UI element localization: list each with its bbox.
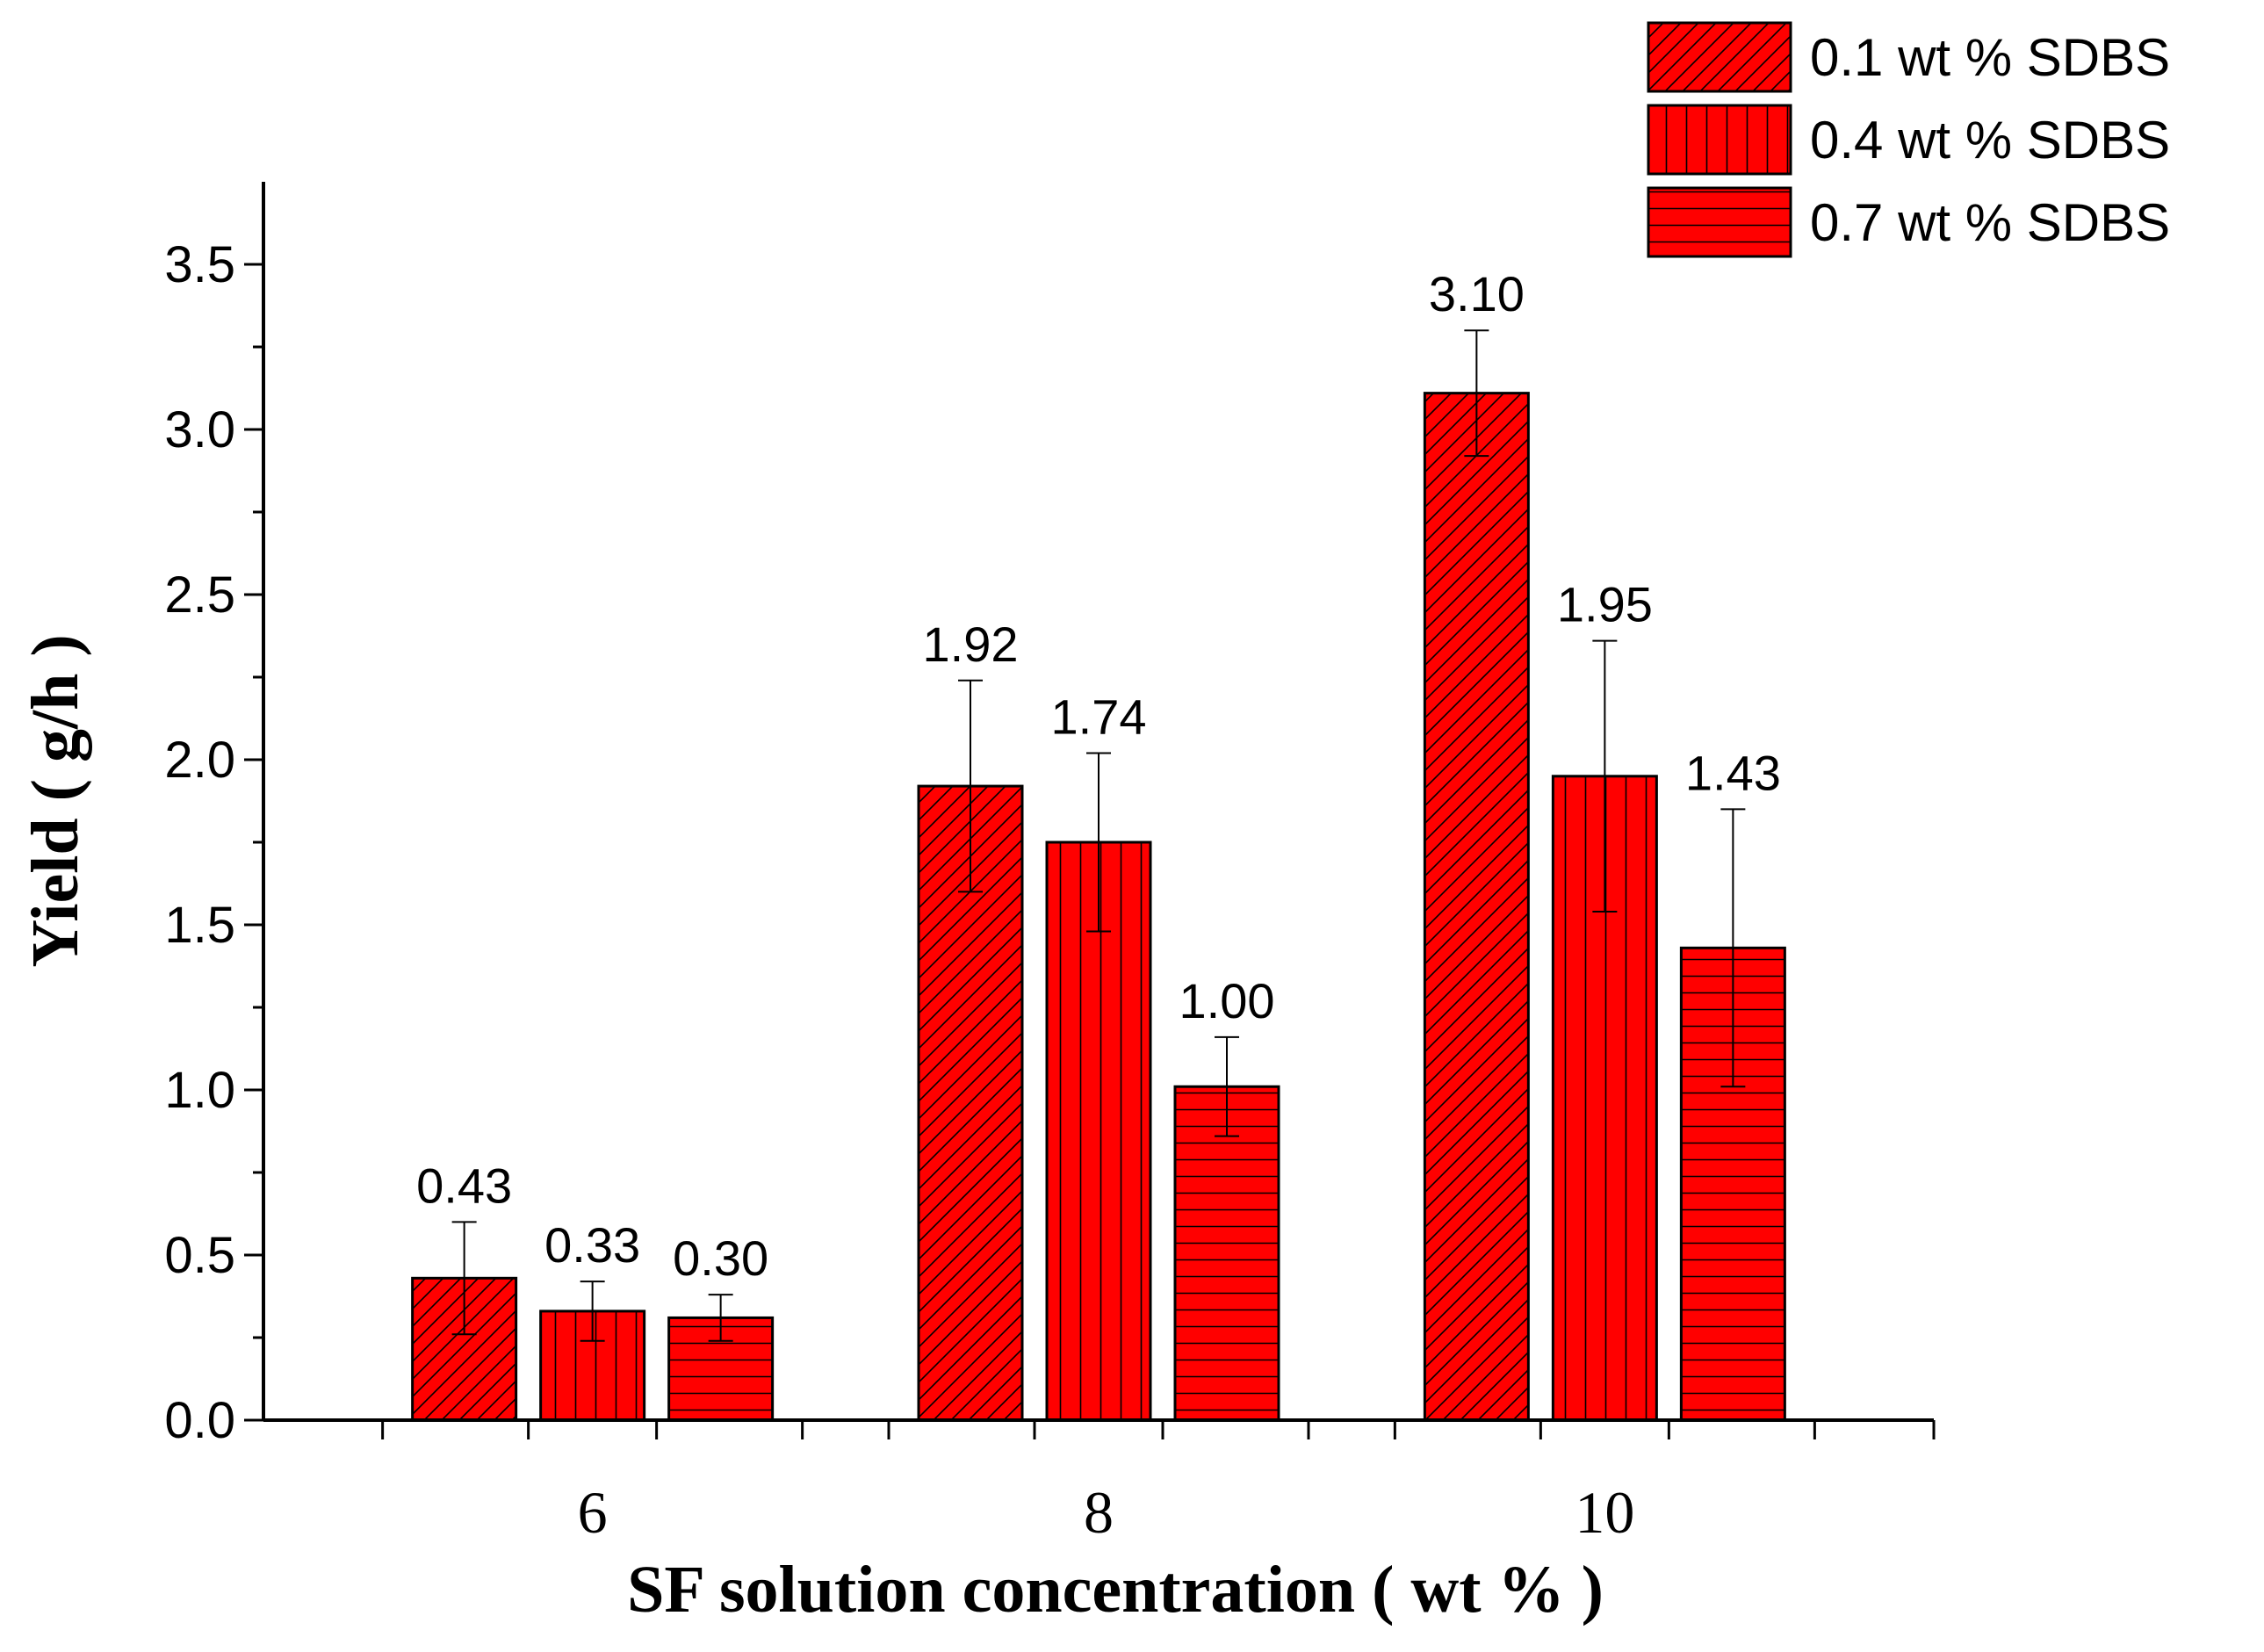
data-label: 0.33 [544, 1217, 640, 1273]
x-axis-title: SF solution concentration ( wt % ) [627, 1553, 1604, 1627]
y-tick-label: 0.5 [164, 1227, 235, 1284]
x-tick-label: 10 [1575, 1479, 1634, 1546]
series-3: 0.30 1.00 1.43 [667, 745, 1786, 1422]
legend-swatch [1647, 104, 1792, 176]
data-label: 0.30 [673, 1230, 768, 1286]
bar [1045, 840, 1152, 1422]
legend-label: 0.7 wt % SDBS [1810, 193, 2170, 252]
y-tick-label: 2.0 [164, 732, 235, 789]
bar [1173, 1085, 1280, 1422]
y-tick-label: 3.5 [164, 236, 235, 293]
y-tick-label: 3.0 [164, 401, 235, 458]
data-label: 1.00 [1179, 973, 1275, 1028]
legend-label: 0.4 wt % SDBS [1810, 111, 2170, 170]
legend-label: 0.1 wt % SDBS [1810, 28, 2170, 87]
legend-swatch [1647, 186, 1792, 258]
y-tick-label: 1.5 [164, 897, 235, 954]
x-tick-label: 8 [1084, 1479, 1114, 1546]
x-axis-ticks: 6 8 10 [381, 1420, 1936, 1546]
x-tick-label: 6 [578, 1479, 608, 1546]
legend-swatch [1647, 21, 1792, 93]
data-label: 0.43 [416, 1158, 512, 1213]
plot-area: 0.43 1.92 3.10 0.33 1.74 1.95 0.30 1.00 1.43 [411, 266, 1786, 1422]
data-label: 1.95 [1557, 577, 1653, 632]
y-tick-label: 2.5 [164, 566, 235, 624]
y-axis-ticks: 0.0 0.5 1.0 1.5 2.0 2.5 3.0 3.5 [164, 236, 263, 1449]
bar [1423, 392, 1530, 1422]
data-label: 3.10 [1429, 266, 1525, 321]
y-tick-label: 1.0 [164, 1062, 235, 1119]
series-1: 0.43 1.92 3.10 [411, 266, 1530, 1422]
data-label: 1.43 [1685, 745, 1781, 800]
y-tick-label: 0.0 [164, 1392, 235, 1449]
data-label: 1.74 [1051, 689, 1147, 744]
series-2: 0.33 1.74 1.95 [539, 577, 1658, 1422]
data-label: 1.92 [923, 617, 1019, 672]
legend: 0.1 wt % SDBS 0.4 wt % SDBS 0.7 wt % SDBS [1647, 21, 2170, 258]
y-axis-title: Yield ( g/h ) [18, 634, 92, 967]
